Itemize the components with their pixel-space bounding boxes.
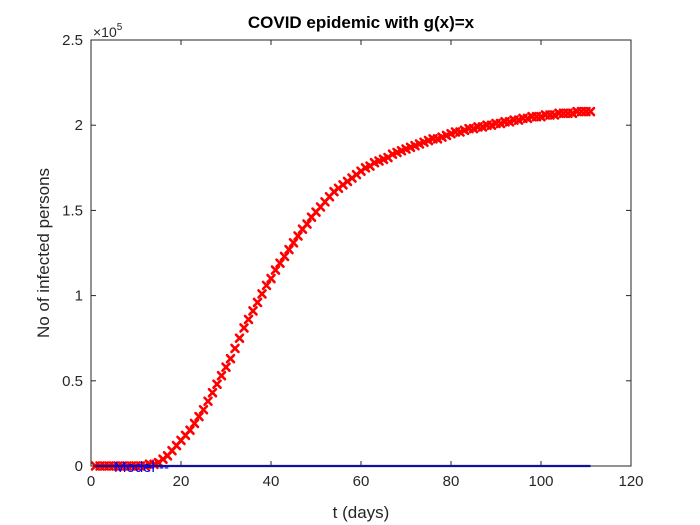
data-point (257, 289, 267, 299)
data-point (239, 323, 249, 333)
data-point (288, 237, 299, 248)
data-point (198, 404, 209, 415)
y-tick-label: 2 (75, 117, 83, 134)
data-point (302, 219, 312, 229)
data-point (221, 362, 231, 372)
data-point (225, 353, 236, 364)
x-tick-label: 60 (353, 473, 370, 490)
data-point (216, 370, 227, 381)
y-tick-label: 0 (75, 458, 83, 475)
data-point (261, 280, 272, 291)
chart-title: COVID epidemic with g(x)=x (248, 13, 475, 32)
x-tick-label: 20 (173, 473, 190, 490)
data-point (252, 297, 263, 308)
y-tick-label: 0.5 (62, 373, 83, 390)
data-point (243, 314, 254, 325)
y-multiplier-base: ×10 (93, 24, 117, 40)
data-point (207, 387, 218, 398)
data-point (203, 396, 213, 407)
data-point (279, 251, 290, 262)
y-axis-multiplier: ×105 (93, 22, 123, 40)
data-point (585, 106, 596, 117)
data-point (275, 258, 285, 269)
x-axis-label: t (days) (333, 503, 390, 522)
data-point (284, 244, 294, 255)
data-point (185, 425, 195, 436)
x-tick-label: 100 (528, 473, 553, 490)
data-point (234, 333, 245, 343)
legend-label: Model -- (114, 459, 169, 476)
y-multiplier-exponent: 5 (117, 22, 123, 33)
data-point (270, 265, 281, 275)
x-tick-label: 120 (618, 473, 643, 490)
data-point (194, 411, 204, 422)
data-point (189, 418, 200, 429)
y-tick-label: 1 (75, 288, 83, 305)
plot-area (91, 40, 631, 466)
x-tick-label: 80 (443, 473, 460, 490)
data-point (266, 273, 276, 284)
data-point (248, 306, 258, 316)
x-tick-label: 40 (263, 473, 280, 490)
data-point (293, 231, 303, 241)
y-axis-label: No of infected persons (34, 168, 53, 338)
axis-ticks: 0 20 40 60 80 100 120 0 0.5 1 1.5 2 2.5 (62, 32, 643, 490)
data-point (212, 379, 222, 390)
data-point (230, 343, 240, 354)
y-tick-label: 2.5 (62, 32, 83, 49)
x-tick-label: 0 (87, 473, 95, 490)
y-tick-label: 1.5 (62, 202, 83, 219)
